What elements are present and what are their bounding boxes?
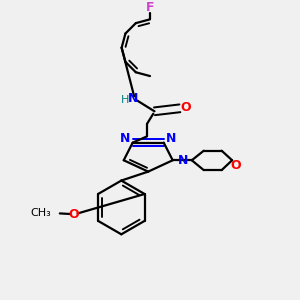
- Text: H: H: [120, 95, 129, 105]
- Text: N: N: [178, 154, 188, 167]
- Text: O: O: [180, 100, 190, 114]
- Text: O: O: [69, 208, 80, 221]
- Text: O: O: [230, 159, 241, 172]
- Text: N: N: [166, 132, 177, 145]
- Text: F: F: [146, 2, 154, 14]
- Text: N: N: [128, 92, 138, 105]
- Text: CH₃: CH₃: [31, 208, 52, 218]
- Text: N: N: [120, 132, 130, 145]
